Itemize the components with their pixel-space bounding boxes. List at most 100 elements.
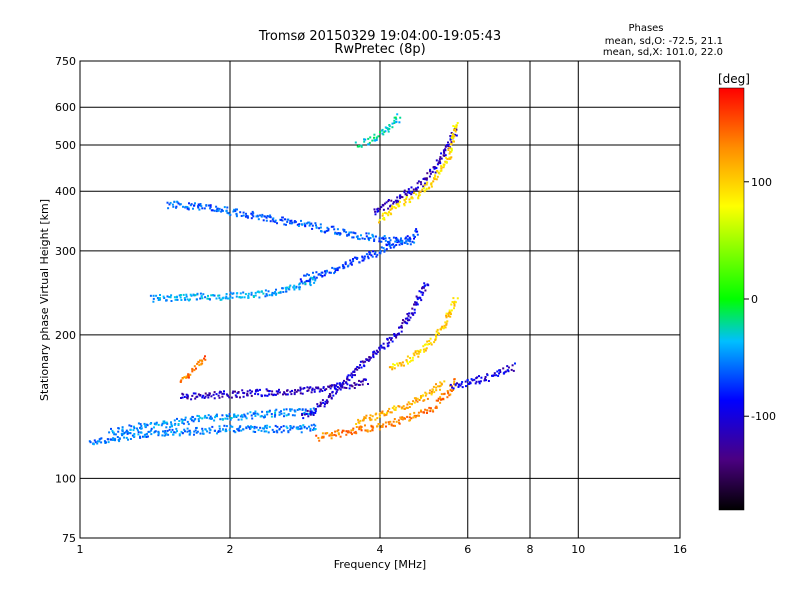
data-point — [406, 235, 409, 238]
data-point — [107, 441, 110, 444]
data-point — [313, 281, 316, 284]
data-point — [309, 223, 312, 226]
data-point — [196, 362, 199, 365]
data-point — [228, 297, 231, 300]
data-point — [369, 414, 372, 417]
data-point — [231, 391, 234, 394]
data-point — [361, 360, 364, 363]
data-point — [420, 410, 423, 413]
data-point — [353, 387, 356, 389]
data-point — [408, 312, 411, 315]
data-point — [402, 405, 405, 408]
data-point — [181, 396, 184, 399]
data-point — [347, 431, 350, 434]
data-point — [299, 392, 302, 395]
data-point — [130, 425, 133, 428]
data-point — [356, 368, 359, 371]
data-point — [337, 429, 340, 432]
data-point — [415, 228, 418, 231]
data-point — [416, 230, 419, 233]
data-point — [435, 383, 437, 386]
data-point — [387, 214, 390, 217]
data-point — [321, 275, 324, 277]
data-point — [389, 212, 392, 215]
data-point — [292, 286, 295, 289]
data-point — [454, 130, 457, 133]
data-point — [367, 237, 370, 240]
data-point — [201, 429, 204, 432]
data-point — [226, 417, 229, 420]
data-point — [165, 421, 168, 424]
data-point — [341, 431, 344, 434]
data-point — [327, 396, 330, 399]
data-point — [193, 433, 195, 436]
data-point — [383, 414, 386, 417]
data-point — [251, 210, 254, 213]
data-point — [215, 413, 218, 416]
data-point — [297, 426, 300, 429]
data-point — [396, 241, 399, 244]
data-point — [181, 392, 184, 395]
data-point — [191, 368, 194, 371]
data-point — [309, 410, 312, 413]
data-point — [358, 426, 361, 429]
data-point — [225, 293, 228, 295]
data-point — [208, 427, 211, 430]
data-point — [455, 128, 458, 131]
data-point — [398, 422, 401, 425]
data-point — [214, 414, 217, 417]
data-point — [177, 423, 180, 425]
data-point — [445, 323, 448, 326]
data-point — [221, 414, 224, 417]
data-point — [275, 408, 278, 411]
data-point — [349, 259, 352, 262]
data-point — [278, 391, 281, 394]
data-point — [346, 234, 349, 237]
data-point — [364, 416, 366, 419]
data-point — [226, 297, 229, 300]
data-point — [359, 360, 362, 363]
data-point — [187, 374, 190, 377]
data-point — [369, 251, 372, 254]
data-point — [360, 426, 363, 428]
data-point — [176, 298, 179, 301]
data-point — [408, 406, 411, 408]
data-point — [229, 425, 232, 428]
data-point — [309, 427, 312, 430]
data-point — [218, 391, 221, 394]
data-point — [303, 413, 306, 416]
data-point — [117, 427, 120, 430]
data-point — [388, 336, 391, 339]
data-point — [445, 156, 448, 159]
data-point — [179, 203, 182, 206]
data-point — [173, 200, 176, 203]
data-point — [434, 167, 437, 170]
data-point — [388, 366, 391, 369]
data-point — [129, 438, 132, 440]
data-point — [309, 282, 312, 285]
data-point — [378, 413, 381, 416]
data-point — [112, 431, 115, 434]
data-point — [353, 371, 356, 373]
data-point — [443, 150, 445, 153]
data-point — [305, 222, 308, 225]
data-point — [400, 324, 403, 327]
data-point — [430, 390, 433, 393]
data-point — [183, 376, 186, 379]
data-point — [413, 308, 416, 311]
data-point — [415, 303, 418, 306]
data-point — [341, 429, 344, 432]
data-point — [339, 232, 342, 235]
data-point — [393, 245, 396, 248]
data-point — [296, 223, 299, 226]
data-point — [266, 389, 269, 392]
data-point — [333, 272, 336, 275]
data-point — [204, 358, 207, 361]
data-point — [157, 432, 160, 435]
data-point — [502, 367, 505, 370]
data-point — [381, 346, 384, 349]
data-point — [399, 195, 402, 198]
data-point — [323, 274, 326, 277]
data-point — [397, 200, 400, 203]
